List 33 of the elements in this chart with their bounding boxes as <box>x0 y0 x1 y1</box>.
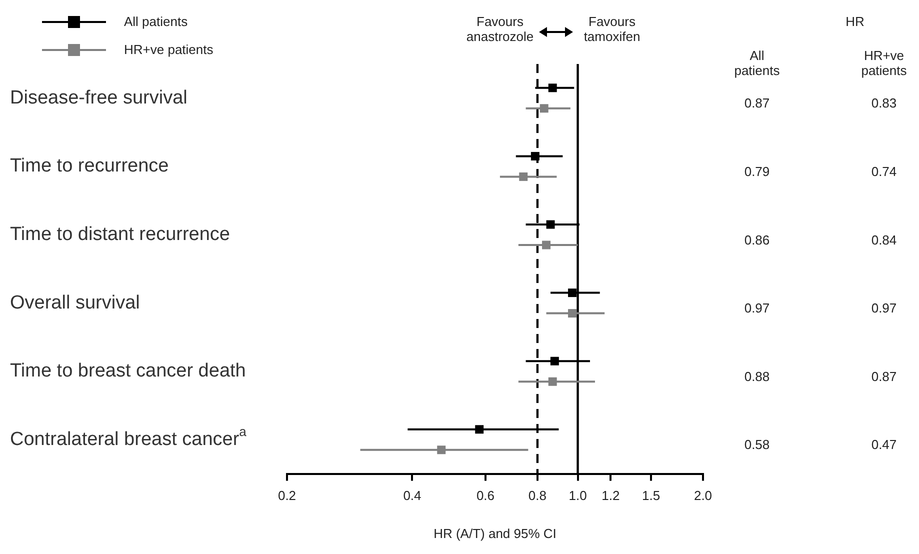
x-tick-label: 1.0 <box>568 488 587 504</box>
text: Favours tamoxifen <box>582 14 642 44</box>
data-label: 0.86 <box>744 232 770 248</box>
data-label: 0.83 <box>871 96 897 111</box>
data-label: 0.58 <box>744 437 770 452</box>
x-tick-label: 0.8 <box>528 488 546 504</box>
data-label: 0.74 <box>871 164 897 180</box>
data-label: 0.87 <box>744 96 770 111</box>
data-label: 0.79 <box>744 164 770 180</box>
y-tick-label: Time to recurrence <box>10 156 169 177</box>
data-label: 0.97 <box>744 300 770 316</box>
data-label: 0.47 <box>871 437 897 452</box>
x-axis-title: HR (A/T) and 95% CI <box>434 526 556 541</box>
y-tick-label: Overall survival <box>10 292 140 314</box>
x-tick-label: 0.6 <box>476 488 495 504</box>
text: All patients <box>734 48 780 78</box>
text: Favours anastrozole <box>465 14 535 44</box>
data-label: 0.84 <box>871 232 897 248</box>
x-tick-label: 1.2 <box>602 488 620 504</box>
x-tick-label: 0.4 <box>403 488 422 504</box>
text: HR+ve patients <box>861 48 907 78</box>
x-tick-label: 1.5 <box>642 488 660 504</box>
legend-label: All patients <box>124 14 188 29</box>
y-tick-label: Disease-free survival <box>10 87 188 108</box>
legend-label: HR+ve patients <box>124 42 214 57</box>
data-label: 0.97 <box>871 300 897 316</box>
data-label: 0.88 <box>744 368 770 384</box>
y-tick-label: Time to distant recurrence <box>10 224 230 245</box>
x-tick-label: 2.0 <box>694 488 712 504</box>
text: HR <box>844 14 866 29</box>
x-tick-label: 0.2 <box>278 488 296 504</box>
y-tick-label: Time to breast cancer death <box>10 360 246 382</box>
data-label: 0.87 <box>871 368 897 384</box>
